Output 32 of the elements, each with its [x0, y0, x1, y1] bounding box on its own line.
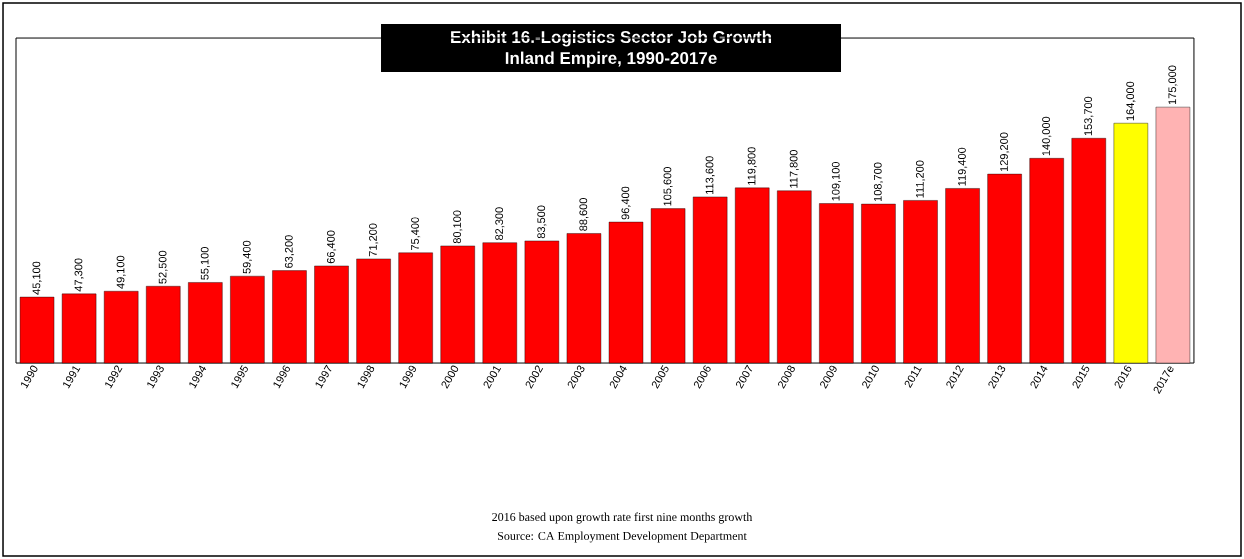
- data-label: 113,600: [705, 156, 715, 194]
- data-label: 80,100: [453, 210, 463, 244]
- data-label: 55,100: [200, 247, 210, 280]
- data-label: 71,200: [369, 223, 379, 257]
- data-label: 175,000: [1168, 65, 1178, 105]
- data-label: 75,400: [411, 217, 421, 251]
- data-label: 111,200: [915, 160, 926, 198]
- data-label: 47,300: [74, 258, 84, 292]
- data-label: 66,400: [326, 230, 337, 264]
- data-label: 96,400: [621, 186, 631, 220]
- data-label: 52,500: [158, 250, 168, 284]
- data-label: 119,400: [958, 147, 968, 186]
- data-label: 109,100: [831, 161, 841, 201]
- source-note: Source: CA Employment Development Department: [498, 531, 747, 543]
- text: 2016 based upon growth rate first nine months growth: [492, 512, 753, 524]
- data-label: 108,700: [873, 162, 883, 202]
- data-label: 63,200: [284, 235, 294, 268]
- data-label: 83,500: [537, 205, 547, 239]
- data-label: 105,600: [663, 167, 673, 206]
- data-label: 129,200: [1000, 132, 1010, 172]
- data-label: 153,700: [1084, 96, 1094, 136]
- data-label: 49,100: [116, 255, 126, 289]
- data-label: 59,400: [242, 240, 252, 274]
- data-label: 82,300: [495, 207, 505, 241]
- data-label: 88,600: [579, 198, 589, 231]
- data-label: 119,800: [747, 147, 757, 185]
- chart-title: Exhibit 16.-Logistics Sector Job Growth: [451, 30, 772, 47]
- data-label: 45,100: [32, 261, 42, 295]
- data-label: 164,000: [1126, 81, 1136, 121]
- data-label: 140,000: [1042, 116, 1052, 156]
- chart-subtitle: Inland Empire, 1990-2017e: [505, 51, 717, 68]
- data-label: 117,800: [789, 150, 799, 188]
